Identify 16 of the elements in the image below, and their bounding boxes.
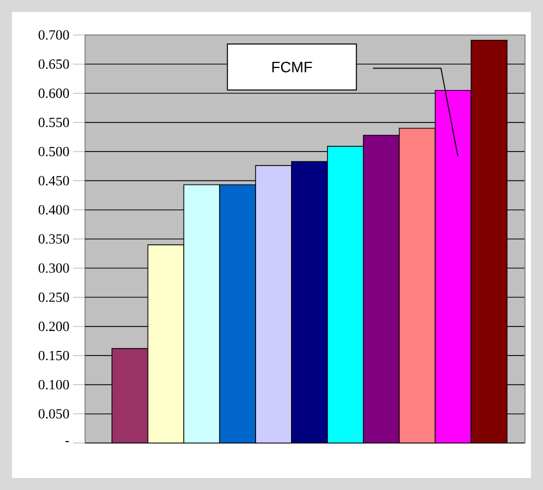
y-tick-label: 0.300 [38, 263, 69, 273]
y-tick-label: 0.350 [38, 234, 69, 244]
y-tick-label: 0.150 [38, 350, 69, 360]
y-tick-label: 0.450 [38, 176, 69, 186]
y-tick-label: 0.700 [38, 30, 69, 40]
y-tick-label: 0.200 [38, 322, 69, 332]
y-tick-label: 0.550 [38, 118, 69, 128]
y-tick-label: - [65, 441, 69, 442]
y-tick-label: 0.250 [38, 292, 69, 302]
y-tick-label: 0.600 [38, 88, 69, 98]
y-tick-label: 0.500 [38, 146, 69, 156]
y-tick-label: 0.100 [38, 380, 69, 390]
y-tick-label: 0.050 [38, 409, 69, 419]
y-tick-label: 0.650 [38, 59, 69, 69]
annotation: FCMF [272, 62, 312, 72]
y-tick-label: 0.400 [38, 205, 69, 215]
